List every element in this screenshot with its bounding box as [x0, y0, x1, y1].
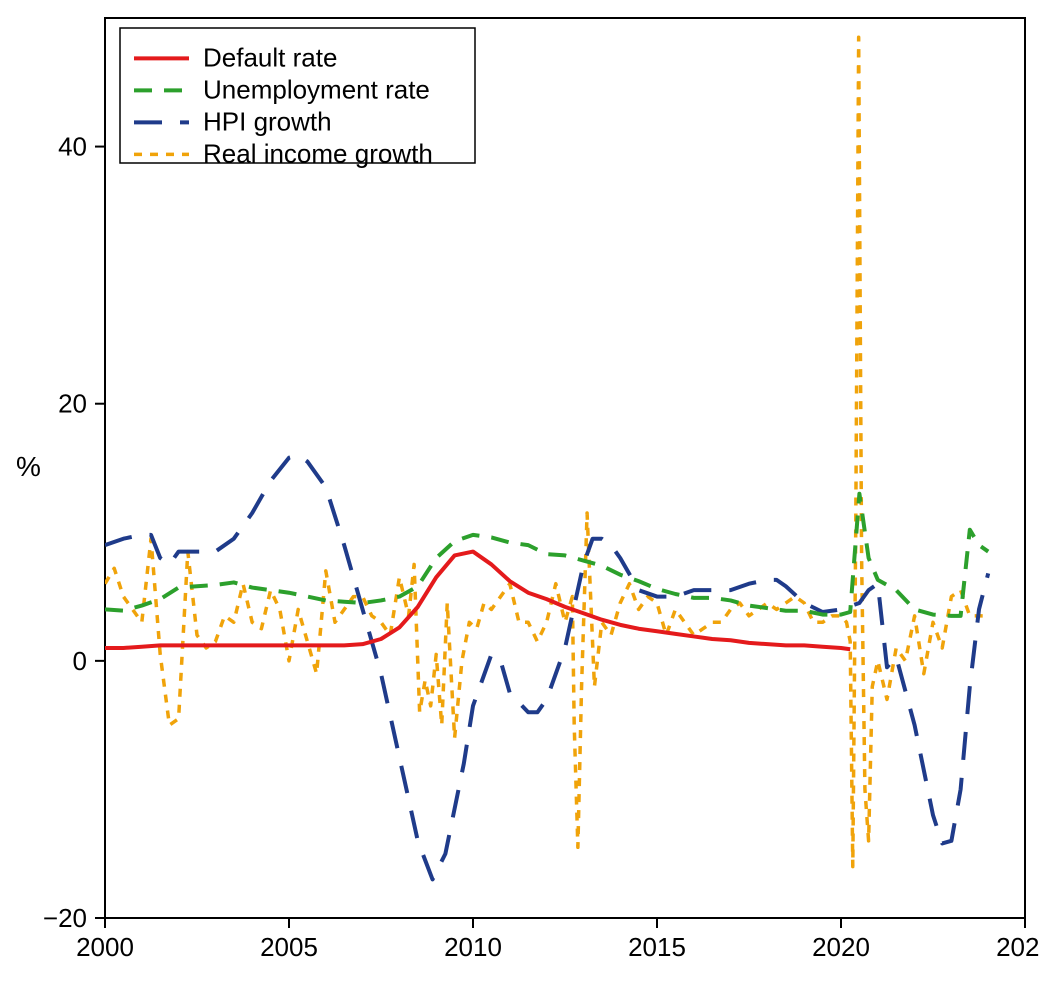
- svg-text:2015: 2015: [628, 932, 686, 962]
- svg-text:%: %: [16, 451, 41, 482]
- legend-label: HPI growth: [203, 106, 332, 136]
- svg-text:2025: 2025: [996, 932, 1039, 962]
- chart-svg: 2000 2005 2010 2015 2020 2025 −20 0 20 40% Default…: [0, 0, 1039, 989]
- svg-text:2020: 2020: [812, 932, 870, 962]
- svg-text:40: 40: [58, 132, 87, 162]
- line-chart: 2000 2005 2010 2015 2020 2025 −20 0 20 40% Default…: [0, 0, 1039, 989]
- svg-text:2000: 2000: [76, 932, 134, 962]
- svg-text:0: 0: [73, 646, 87, 676]
- svg-text:2010: 2010: [444, 932, 502, 962]
- legend: Default rateUnemployment rateHPI growthR…: [120, 28, 475, 168]
- legend-label: Unemployment rate: [203, 74, 430, 104]
- legend-label: Real income growth: [203, 138, 433, 168]
- svg-text:−20: −20: [43, 903, 87, 933]
- svg-text:2005: 2005: [260, 932, 318, 962]
- legend-label: Default rate: [203, 42, 337, 72]
- svg-text:20: 20: [58, 389, 87, 419]
